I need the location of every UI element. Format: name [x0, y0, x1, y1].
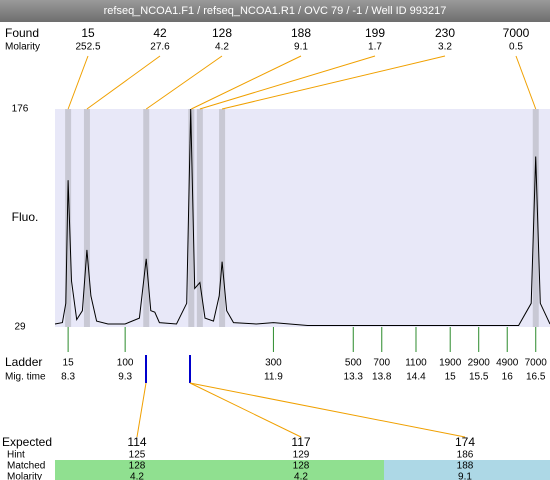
title-bar	[0, 0, 550, 22]
found-molarity: 27.6	[150, 42, 170, 53]
table-cell: 117	[291, 435, 310, 449]
found-label: Found	[5, 26, 39, 40]
y-axis-label: Fluo.	[12, 210, 39, 224]
found-molarity: 0.5	[509, 42, 523, 53]
table-cell: 129	[293, 450, 310, 461]
ladder-size: 4900	[496, 358, 519, 369]
peak-leader	[199, 55, 376, 110]
peak-leader	[145, 55, 223, 110]
molarity-label: Molarity	[5, 42, 40, 53]
found-size: 7000	[503, 26, 530, 40]
found-size: 15	[81, 26, 95, 40]
ladder-size: 15	[63, 358, 75, 369]
peak-leader	[515, 55, 537, 110]
ladder-time: 15.5	[469, 372, 489, 383]
row-label: Hint	[7, 450, 25, 461]
peak-leader	[67, 55, 89, 110]
found-size: 42	[153, 26, 167, 40]
peak-leader	[191, 55, 302, 110]
found-molarity: 4.2	[215, 42, 229, 53]
matched-green	[55, 460, 384, 480]
peak-band	[532, 109, 539, 327]
ladder-time: 16	[502, 372, 514, 383]
table-cell: 174	[455, 435, 475, 449]
table-cell: 128	[293, 461, 310, 472]
ladder-time: 13.3	[344, 372, 364, 383]
ladder-size: 7000	[525, 358, 548, 369]
found-size: 230	[435, 26, 455, 40]
peak-band	[83, 109, 90, 327]
ladder-size: 700	[373, 358, 390, 369]
peak-band	[219, 109, 226, 327]
found-size: 199	[365, 26, 385, 40]
found-molarity: 9.1	[294, 42, 308, 53]
ladder-label: Ladder	[5, 355, 42, 369]
ladder-time: 11.9	[264, 372, 283, 383]
ladder-time: 15	[445, 372, 457, 383]
peak-band	[196, 109, 203, 327]
found-molarity: 1.7	[368, 42, 382, 53]
peak-band	[143, 109, 150, 327]
ladder-time: 8.3	[61, 372, 75, 383]
found-molarity: 252.5	[75, 42, 100, 53]
ladder-size: 2900	[468, 358, 491, 369]
table-cell: 114	[127, 435, 146, 449]
table-cell: 186	[457, 450, 474, 461]
row-label: Molarity	[7, 472, 42, 480]
y-tick-label: 29	[14, 322, 26, 333]
row-label: Expected	[2, 435, 52, 449]
chart-title: refseq_NCOA1.F1 / refseq_NCOA1.R1 / OVC …	[104, 5, 447, 17]
table-cell: 9.1	[458, 472, 472, 480]
peak-band	[65, 109, 72, 327]
ladder-size: 300	[265, 358, 282, 369]
matched-blue	[384, 460, 550, 480]
match-leader	[189, 382, 302, 438]
plot-area	[55, 109, 550, 327]
peak-band	[188, 109, 195, 327]
found-size: 128	[212, 26, 232, 40]
ladder-size: 500	[345, 358, 362, 369]
ladder-time: 13.8	[372, 372, 392, 383]
mig-time-label: Mig. time	[5, 372, 46, 383]
trace	[54, 108, 550, 326]
match-leader	[136, 382, 147, 438]
ladder-time: 14.4	[406, 372, 426, 383]
ladder-time: 9.3	[118, 372, 132, 383]
table-cell: 128	[129, 461, 146, 472]
found-molarity: 3.2	[438, 42, 452, 53]
ladder-size: 1100	[405, 358, 427, 369]
found-size: 188	[291, 26, 311, 40]
y-tick-label: 176	[12, 104, 29, 115]
table-cell: 4.2	[294, 472, 308, 480]
ladder-size: 100	[117, 358, 134, 369]
ladder-size: 1900	[439, 358, 462, 369]
ladder-time: 16.5	[526, 372, 546, 383]
table-cell: 188	[457, 461, 474, 472]
table-cell: 125	[129, 450, 146, 461]
peak-leader	[86, 55, 161, 110]
peak-leader	[221, 55, 446, 110]
table-cell: 4.2	[130, 472, 144, 480]
row-label: Matched	[7, 461, 45, 472]
match-leader	[189, 382, 466, 438]
